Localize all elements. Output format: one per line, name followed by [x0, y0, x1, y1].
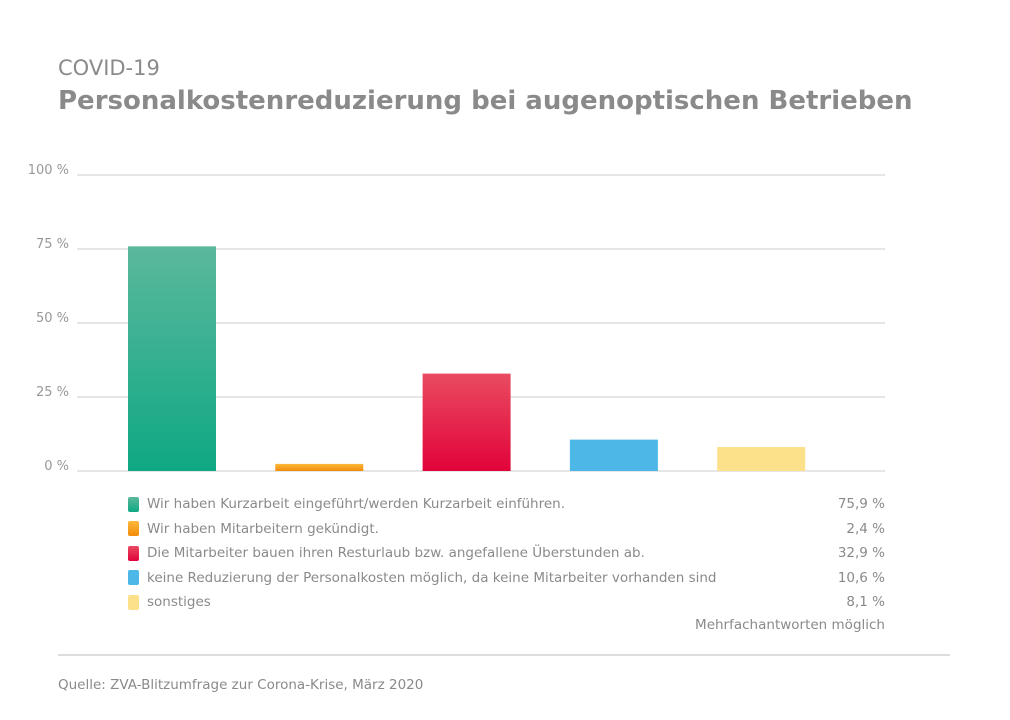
- legend-value: 10,6 %: [837, 569, 885, 586]
- bar: [717, 447, 806, 471]
- bar: [569, 439, 658, 471]
- legend-swatch: [128, 545, 139, 561]
- legend-label: Wir haben Mitarbeitern gekündigt.: [147, 520, 379, 537]
- bar: [422, 373, 511, 471]
- legend-swatch: [128, 594, 139, 610]
- footnote: Mehrfachantworten möglich: [695, 616, 885, 633]
- chart-title: Personalkostenreduzierung bei augenoptis…: [58, 86, 913, 116]
- legend-label: Die Mitarbeiter bauen ihren Resturlaub b…: [147, 545, 645, 562]
- y-tick-label: 100 %: [28, 163, 69, 178]
- y-tick-label: 75 %: [36, 237, 69, 252]
- legend-item: keine Reduzierung der Personalkosten mög…: [128, 566, 885, 591]
- legend-value: 2,4 %: [846, 520, 885, 537]
- legend-swatch: [128, 496, 139, 512]
- y-tick-label: 0 %: [44, 459, 69, 474]
- y-tick-label: 25 %: [36, 385, 69, 400]
- bar: [275, 463, 364, 471]
- legend-item: Wir haben Mitarbeitern gekündigt. 2,4 %: [128, 517, 885, 542]
- chart-subtitle: COVID-19: [58, 56, 160, 80]
- bar: [128, 246, 216, 471]
- legend-item: Die Mitarbeiter bauen ihren Resturlaub b…: [128, 541, 885, 566]
- legend-label: Wir haben Kurzarbeit eingeführt/werden K…: [147, 496, 566, 513]
- legend-item: Wir haben Kurzarbeit eingeführt/werden K…: [128, 492, 885, 517]
- divider: [58, 654, 950, 656]
- y-tick-label: 50 %: [36, 311, 69, 326]
- legend-swatch: [128, 570, 139, 586]
- legend-swatch: [128, 521, 139, 537]
- legend-label: sonstiges: [147, 594, 211, 611]
- legend-value: 75,9 %: [837, 496, 885, 513]
- source-note: Quelle: ZVA-Blitzumfrage zur Corona-Kris…: [58, 677, 424, 693]
- legend: Wir haben Kurzarbeit eingeführt/werden K…: [128, 492, 885, 633]
- legend-label: keine Reduzierung der Personalkosten mög…: [147, 569, 717, 586]
- legend-value: 8,1 %: [846, 594, 885, 611]
- legend-value: 32,9 %: [837, 545, 885, 562]
- legend-item: sonstiges 8,1 %: [128, 590, 885, 615]
